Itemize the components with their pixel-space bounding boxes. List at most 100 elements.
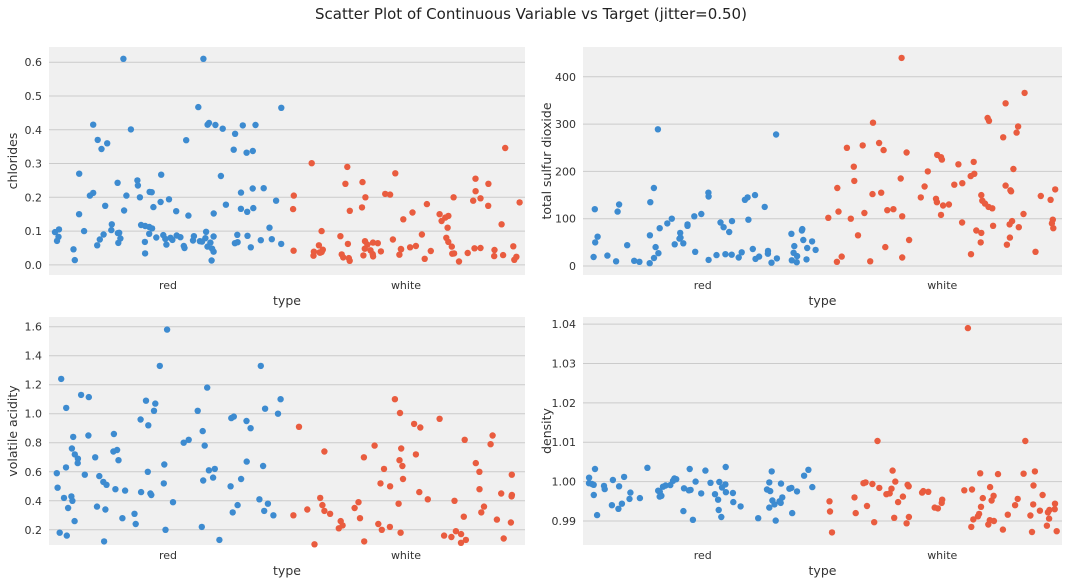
- data-point: [315, 242, 323, 249]
- data-point: [871, 519, 878, 526]
- data-point: [685, 487, 693, 494]
- data-point: [508, 471, 515, 478]
- data-point: [898, 54, 905, 62]
- data-point: [1022, 437, 1029, 445]
- data-point: [112, 486, 119, 493]
- data-point: [359, 178, 366, 186]
- data-point: [804, 244, 811, 252]
- data-point: [257, 362, 264, 370]
- data-point: [646, 232, 654, 239]
- data-point: [412, 242, 420, 250]
- data-point: [277, 396, 284, 403]
- data-point: [608, 502, 616, 509]
- data-point: [272, 197, 280, 204]
- y-tick-label: 0.6: [25, 56, 43, 69]
- data-point: [361, 538, 368, 545]
- data-point: [205, 467, 213, 474]
- data-point: [803, 256, 810, 263]
- data-point: [212, 121, 219, 129]
- data-point: [423, 200, 431, 208]
- data-point: [899, 493, 907, 500]
- data-point: [989, 222, 997, 229]
- data-point: [62, 404, 70, 412]
- data-point: [1000, 134, 1007, 141]
- data-point: [835, 208, 842, 215]
- data-point: [308, 160, 315, 167]
- data-point: [346, 257, 353, 264]
- data-point: [585, 474, 593, 481]
- data-point: [1013, 129, 1020, 136]
- data-point: [472, 175, 479, 182]
- data-point: [70, 246, 77, 253]
- y-tick-label: 1.2: [25, 379, 43, 392]
- data-point: [851, 177, 858, 185]
- y-tick-label: 0.1: [25, 225, 43, 238]
- data-point: [64, 504, 72, 512]
- data-point: [1002, 182, 1009, 189]
- data-point: [169, 236, 176, 244]
- data-point: [228, 414, 235, 422]
- data-point: [958, 219, 966, 226]
- data-point: [989, 205, 996, 212]
- data-point: [94, 136, 101, 144]
- data-point: [847, 215, 854, 222]
- data-point: [344, 163, 351, 171]
- data-point: [161, 461, 168, 468]
- data-point: [990, 517, 998, 525]
- data-point: [615, 483, 623, 490]
- data-point: [470, 197, 477, 204]
- data-point: [173, 208, 180, 215]
- data-point: [718, 513, 725, 521]
- data-point: [955, 161, 962, 168]
- data-point: [274, 410, 282, 417]
- data-point: [436, 211, 443, 218]
- data-point: [120, 55, 127, 62]
- data-point: [968, 486, 976, 493]
- data-point: [692, 478, 699, 485]
- data-point: [1047, 196, 1054, 203]
- data-point: [74, 459, 81, 467]
- data-point: [230, 146, 237, 153]
- data-point: [256, 496, 263, 503]
- data-point: [869, 480, 876, 488]
- y-tick-label: 1.0: [25, 408, 43, 421]
- data-point: [58, 375, 65, 383]
- data-point: [249, 185, 256, 192]
- data-point: [108, 226, 115, 234]
- data-point: [448, 533, 455, 541]
- data-point: [924, 168, 931, 175]
- data-point: [462, 536, 470, 544]
- data-point: [493, 516, 501, 523]
- data-point: [92, 454, 99, 461]
- data-point: [204, 384, 211, 391]
- data-point: [398, 445, 405, 452]
- data-point: [867, 258, 874, 265]
- data-point: [771, 501, 778, 508]
- data-point: [361, 245, 368, 252]
- data-point: [455, 258, 463, 265]
- data-point: [244, 208, 251, 215]
- data-point: [290, 192, 297, 199]
- data-point: [752, 255, 759, 263]
- data-point: [500, 535, 507, 542]
- data-point: [211, 465, 218, 473]
- data-point: [148, 225, 156, 232]
- data-point: [62, 464, 70, 471]
- data-point: [726, 228, 733, 236]
- data-point: [477, 195, 484, 202]
- data-point: [121, 487, 129, 494]
- y-axis-label: density: [539, 407, 554, 453]
- data-point: [977, 470, 984, 477]
- data-point: [261, 405, 269, 412]
- data-point: [201, 442, 208, 449]
- data-point: [772, 517, 779, 524]
- data-point: [764, 250, 772, 257]
- data-point: [346, 207, 353, 214]
- data-point: [344, 240, 352, 248]
- data-point: [440, 532, 448, 539]
- data-point: [295, 423, 303, 430]
- data-point: [978, 191, 985, 199]
- data-point: [234, 501, 241, 509]
- data-point: [516, 199, 523, 206]
- data-point: [745, 216, 752, 223]
